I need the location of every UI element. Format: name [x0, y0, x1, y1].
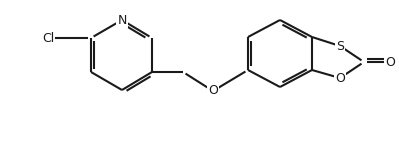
Text: O: O — [385, 55, 395, 69]
Text: O: O — [208, 85, 218, 97]
Text: Cl: Cl — [42, 32, 54, 45]
Text: O: O — [335, 71, 345, 85]
Text: S: S — [336, 39, 344, 53]
Text: N: N — [117, 14, 127, 26]
